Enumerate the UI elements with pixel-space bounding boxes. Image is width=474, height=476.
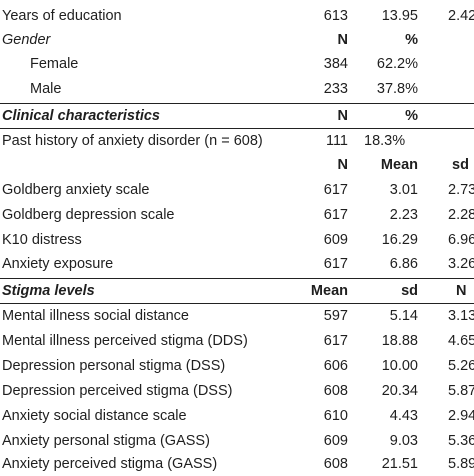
row-value: 5.14 bbox=[389, 308, 418, 324]
column-header: N bbox=[337, 108, 348, 124]
group-label: Gender bbox=[2, 32, 51, 48]
section-rule bbox=[0, 303, 474, 304]
row-n: 617 bbox=[323, 333, 348, 349]
column-header: N bbox=[456, 283, 467, 299]
row-label: Female bbox=[30, 56, 79, 72]
row-label: Depression personal stigma (DSS) bbox=[2, 358, 226, 374]
row-n: 233 bbox=[323, 81, 348, 97]
row-value: 10.00 bbox=[381, 358, 418, 374]
table-row: Depression perceived stigma (DSS) 608 20… bbox=[0, 379, 474, 403]
column-header: Mean bbox=[310, 283, 348, 299]
column-header: % bbox=[405, 32, 418, 48]
section-rule bbox=[0, 278, 474, 279]
row-label: Mental illness perceived stigma (DDS) bbox=[2, 333, 248, 349]
section-heading: Stigma levels bbox=[2, 283, 95, 299]
row-label: K10 distress bbox=[2, 232, 82, 248]
row-extra: 2.42 bbox=[448, 8, 474, 24]
row-label: Male bbox=[30, 81, 62, 97]
row-value: 13.95 bbox=[381, 8, 418, 24]
row-n: 609 bbox=[323, 433, 348, 449]
row-label: Past history of anxiety disorder (n = 60… bbox=[2, 133, 263, 149]
table-row: Anxiety personal stigma (GASS) 609 9.03 … bbox=[0, 429, 474, 453]
table-row: Anxiety perceived stigma (GASS) 608 21.5… bbox=[0, 452, 474, 476]
table-row: Past history of anxiety disorder (n = 60… bbox=[0, 129, 474, 153]
row-value: 18.88 bbox=[381, 333, 418, 349]
row-n: 613 bbox=[323, 8, 348, 24]
row-value: 20.34 bbox=[381, 383, 418, 399]
row-extra: 5.87 bbox=[448, 383, 474, 399]
row-label: Anxiety personal stigma (GASS) bbox=[2, 433, 210, 449]
row-n: 384 bbox=[323, 56, 348, 72]
row-label: Goldberg anxiety scale bbox=[2, 182, 150, 198]
table-row: Years of education 613 13.95 2.42 bbox=[0, 4, 474, 28]
row-value: 62.2% bbox=[376, 56, 418, 72]
row-extra: 2.28 bbox=[448, 207, 474, 223]
row-extra: 3.13 bbox=[448, 308, 474, 324]
row-label: Goldberg depression scale bbox=[2, 207, 175, 223]
table-row: Anxiety exposure 617 6.86 3.26 bbox=[0, 252, 474, 276]
column-header: Mean bbox=[380, 157, 418, 173]
row-extra: 2.94 bbox=[448, 408, 474, 424]
row-extra: 4.65 bbox=[448, 333, 474, 349]
row-n: 609 bbox=[323, 232, 348, 248]
column-header: sd bbox=[401, 283, 418, 299]
row-n: 608 bbox=[323, 383, 348, 399]
table-row: Goldberg anxiety scale 617 3.01 2.73 bbox=[0, 178, 474, 202]
row-n: 608 bbox=[323, 456, 348, 472]
row-label: Anxiety social distance scale bbox=[2, 408, 187, 424]
table-row: N Mean sd bbox=[0, 153, 474, 177]
row-label: Years of education bbox=[2, 8, 122, 24]
row-value: 3.01 bbox=[389, 182, 418, 198]
row-extra: 6.96 bbox=[448, 232, 474, 248]
table-row: Mental illness social distance 597 5.14 … bbox=[0, 304, 474, 328]
table-row: Anxiety social distance scale 610 4.43 2… bbox=[0, 404, 474, 428]
row-extra: 3.26 bbox=[448, 256, 474, 272]
row-value: 21.51 bbox=[381, 456, 418, 472]
row-label: Anxiety exposure bbox=[2, 256, 114, 272]
section-heading: Clinical characteristics bbox=[2, 108, 160, 124]
row-extra: 5.36 bbox=[448, 433, 474, 449]
table-row: Stigma levels Mean sd N bbox=[0, 279, 474, 303]
section-rule bbox=[0, 128, 474, 129]
row-extra: 2.73 bbox=[448, 182, 474, 198]
row-n: 111 bbox=[325, 133, 348, 149]
row-value: 16.29 bbox=[381, 232, 418, 248]
row-value: 9.03 bbox=[389, 433, 418, 449]
row-label: Anxiety perceived stigma (GASS) bbox=[2, 456, 218, 472]
table-row: Depression personal stigma (DSS) 606 10.… bbox=[0, 354, 474, 378]
row-value: 2.23 bbox=[389, 207, 418, 223]
table-row: Female 384 62.2% bbox=[0, 52, 474, 76]
section-rule bbox=[0, 103, 474, 104]
table-row: Gender N % bbox=[0, 28, 474, 52]
column-header: % bbox=[405, 108, 418, 124]
column-header: sd bbox=[452, 157, 469, 173]
row-n: 597 bbox=[323, 308, 348, 324]
table-row: Clinical characteristics N % bbox=[0, 104, 474, 128]
table-row: Mental illness perceived stigma (DDS) 61… bbox=[0, 329, 474, 353]
table-row: Male 233 37.8% bbox=[0, 77, 474, 101]
row-n: 606 bbox=[323, 358, 348, 374]
row-n: 617 bbox=[323, 182, 348, 198]
column-header: N bbox=[337, 157, 348, 173]
row-n: 617 bbox=[323, 256, 348, 272]
row-value: 6.86 bbox=[389, 256, 418, 272]
table-row: Goldberg depression scale 617 2.23 2.28 bbox=[0, 203, 474, 227]
row-value: 18.3% bbox=[364, 133, 406, 149]
row-extra: 5.89 bbox=[448, 456, 474, 472]
row-label: Mental illness social distance bbox=[2, 308, 189, 324]
row-label: Depression perceived stigma (DSS) bbox=[2, 383, 233, 399]
table-row: K10 distress 609 16.29 6.96 bbox=[0, 228, 474, 252]
row-n: 610 bbox=[323, 408, 348, 424]
row-extra: 5.26 bbox=[448, 358, 474, 374]
row-value: 37.8% bbox=[376, 81, 418, 97]
row-n: 617 bbox=[323, 207, 348, 223]
column-header: N bbox=[337, 32, 348, 48]
row-value: 4.43 bbox=[389, 408, 418, 424]
